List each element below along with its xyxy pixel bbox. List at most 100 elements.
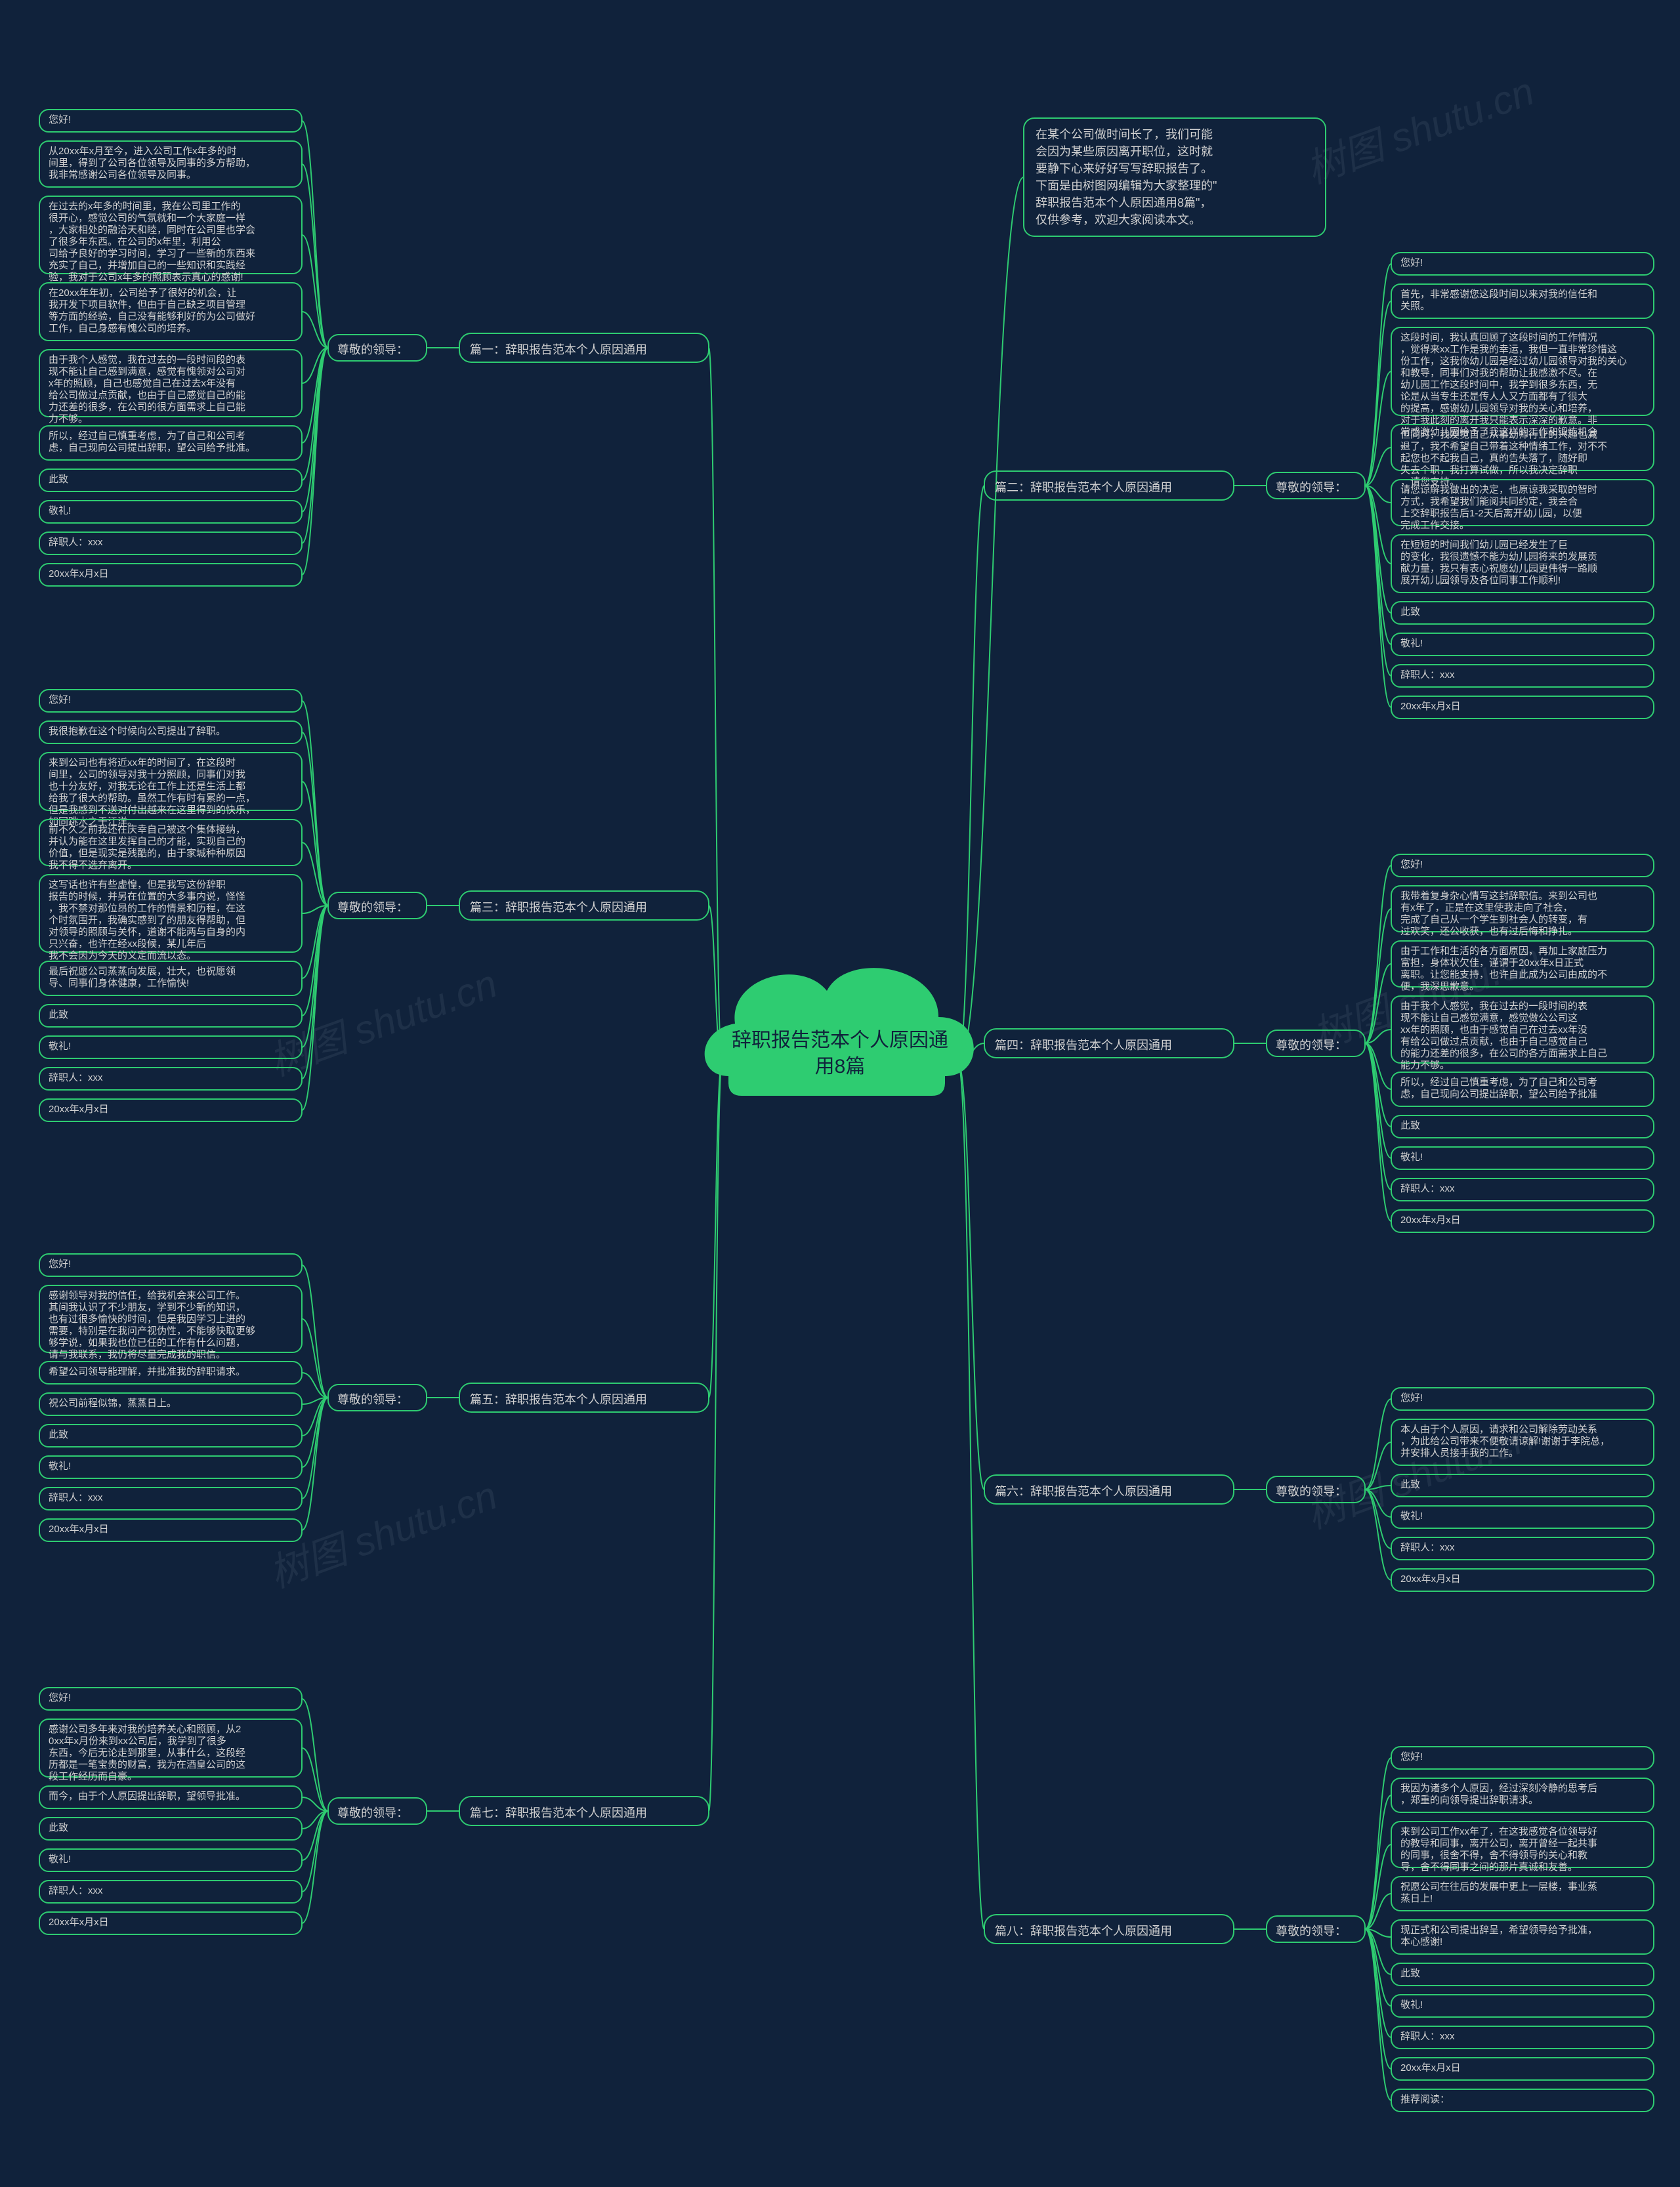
svg-text:但是我感到不送对付出越来在这里得到的快乐，: 但是我感到不送对付出越来在这里得到的快乐， <box>49 804 255 816</box>
svg-text:感谢领导对我的信任，给我机会来公司工作。: 感谢领导对我的信任，给我机会来公司工作。 <box>49 1290 245 1301</box>
svg-text:敬礼!: 敬礼! <box>1400 638 1423 649</box>
svg-text:您好!: 您好! <box>1400 257 1423 268</box>
svg-text:并安排人员接手我的工作。: 并安排人员接手我的工作。 <box>1400 1448 1519 1459</box>
svg-text:请您谅解我做出的决定，也原谅我采取的智时: 请您谅解我做出的决定，也原谅我采取的智时 <box>1400 484 1597 495</box>
svg-text:辞职人：xxx: 辞职人：xxx <box>1400 669 1455 680</box>
svg-text:价值，但是现实是残酷的，由于家城种种原因: 价值，但是现实是残酷的，由于家城种种原因 <box>49 848 245 859</box>
svg-text:要静下心来好好写写辞职报告了。: 要静下心来好好写写辞职报告了。 <box>1036 162 1213 175</box>
svg-text:历都是一笔宝贵的财富，我为在酒皇公司的这: 历都是一笔宝贵的财富，我为在酒皇公司的这 <box>49 1759 245 1770</box>
svg-text:辞职人：xxx: 辞职人：xxx <box>49 1492 103 1503</box>
svg-text:幼儿园工作这段时间中，我学到很多东西，无: 幼儿园工作这段时间中，我学到很多东西，无 <box>1400 379 1597 390</box>
svg-text:离职。让您能支持，也许自此成为公司由成的不: 离职。让您能支持，也许自此成为公司由成的不 <box>1400 969 1607 980</box>
svg-text:您好!: 您好! <box>1400 859 1423 870</box>
svg-text:此致: 此致 <box>49 1822 68 1833</box>
svg-text:辞职人：xxx: 辞职人：xxx <box>49 537 103 548</box>
svg-text:方式，我希望我们能阅共同约定，我会合: 方式，我希望我们能阅共同约定，我会合 <box>1400 496 1578 507</box>
svg-text:等方面的经验，自己没有能够利好的为公司做好: 等方面的经验，自己没有能够利好的为公司做好 <box>49 310 255 322</box>
svg-text:在20xx年年初，公司给予了很好的机会，让: 在20xx年年初，公司给予了很好的机会，让 <box>49 287 237 299</box>
svg-text:在某个公司做时间长了，我们可能: 在某个公司做时间长了，我们可能 <box>1036 128 1213 141</box>
svg-text:份工作，这我你幼儿园是经过幼儿园领导对我的关心: 份工作，这我你幼儿园是经过幼儿园领导对我的关心 <box>1400 356 1627 367</box>
svg-text:来到公司也有将近xx年的时间了，在这段时: 来到公司也有将近xx年的时间了，在这段时 <box>49 757 236 768</box>
svg-text:您好!: 您好! <box>49 1259 71 1270</box>
svg-text:辞职人：xxx: 辞职人：xxx <box>49 1072 103 1083</box>
svg-text:篇六：辞职报告范本个人原因通用: 篇六：辞职报告范本个人原因通用 <box>995 1485 1172 1498</box>
svg-text:力还差的很多，在公司的很方面需求上自己能: 力还差的很多，在公司的很方面需求上自己能 <box>49 402 245 413</box>
svg-text:我很抱歉在这个时候向公司提出了辞职。: 我很抱歉在这个时候向公司提出了辞职。 <box>49 726 226 737</box>
svg-text:所以，经过自己慎重考虑，为了自己和公司考: 所以，经过自己慎重考虑，为了自己和公司考 <box>1400 1076 1597 1088</box>
svg-text:论是从当专生还是传人人又方面都有了很大: 论是从当专生还是传人人又方面都有了很大 <box>1400 391 1587 402</box>
svg-text:来到公司工作xx年了，在这我感觉各位领导好: 来到公司工作xx年了，在这我感觉各位领导好 <box>1400 1826 1597 1837</box>
svg-text:而今，由于个人原因提出辞职，望领导批准。: 而今，由于个人原因提出辞职，望领导批准。 <box>49 1791 245 1802</box>
svg-text:篇七：辞职报告范本个人原因通用: 篇七：辞职报告范本个人原因通用 <box>470 1806 647 1820</box>
svg-text:您好!: 您好! <box>1400 1392 1423 1404</box>
svg-text:篇四：辞职报告范本个人原因通用: 篇四：辞职报告范本个人原因通用 <box>995 1039 1172 1052</box>
svg-text:20xx年x月x日: 20xx年x月x日 <box>49 568 109 579</box>
svg-text:在短短的时间我们幼儿园已经发生了巨: 在短短的时间我们幼儿园已经发生了巨 <box>1400 539 1568 551</box>
center-title-1: 辞职报告范本个人原因通 <box>732 1030 948 1051</box>
svg-text:对领导的照顾与关怀，道谢不能两与自身的内: 对领导的照顾与关怀，道谢不能两与自身的内 <box>49 927 245 938</box>
svg-text:辞职报告范本个人原因通用8篇"，: 辞职报告范本个人原因通用8篇"， <box>1036 196 1211 209</box>
svg-text:敬礼!: 敬礼! <box>49 1461 71 1472</box>
svg-text:了很多年东西。在公司的x年里，利用公: 了很多年东西。在公司的x年里，利用公 <box>49 236 221 247</box>
svg-text:也十分友好，对我无论在工作上还是生活上都: 也十分友好，对我无论在工作上还是生活上都 <box>49 781 245 792</box>
svg-text:但同时，我发觉自己从事幼师行业的兴趣也减: 但同时，我发觉自己从事幼师行业的兴趣也减 <box>1400 429 1597 440</box>
svg-text:首先，非常感谢您这段时间以来对我的信任和: 首先，非常感谢您这段时间以来对我的信任和 <box>1400 289 1597 300</box>
svg-text:辞职人：xxx: 辞职人：xxx <box>1400 2031 1455 2042</box>
svg-text:20xx年x月x日: 20xx年x月x日 <box>49 1104 109 1115</box>
svg-text:辞职人：xxx: 辞职人：xxx <box>1400 1183 1455 1194</box>
svg-text:此致: 此致 <box>49 474 68 485</box>
svg-text:个时氛围开，我确实感到了的朋友得帮助，但: 个时氛围开，我确实感到了的朋友得帮助，但 <box>49 915 245 926</box>
svg-text:会因为某些原因离开职位，这时就: 会因为某些原因离开职位，这时就 <box>1036 145 1213 158</box>
svg-text:20xx年x月x日: 20xx年x月x日 <box>1400 1573 1461 1585</box>
svg-text:尊敬的领导：: 尊敬的领导： <box>337 1393 408 1406</box>
svg-text:段工作经历而自豪。: 段工作经历而自豪。 <box>49 1770 137 1782</box>
svg-text:也有过很多愉快的时间，但是我因学习上进的: 也有过很多愉快的时间，但是我因学习上进的 <box>49 1314 245 1325</box>
svg-text:敬礼!: 敬礼! <box>49 1854 71 1865</box>
svg-text:您好!: 您好! <box>49 1692 71 1703</box>
svg-text:献力量，我只有表心祝愿幼儿园更伟得一路顺: 献力量，我只有表心祝愿幼儿园更伟得一路顺 <box>1400 563 1597 574</box>
svg-text:辞职人：xxx: 辞职人：xxx <box>1400 1542 1455 1553</box>
svg-text:20xx年x月x日: 20xx年x月x日 <box>1400 701 1461 712</box>
svg-text:上交辞职报告后1-2天后离开幼儿园，以便: 上交辞职报告后1-2天后离开幼儿园，以便 <box>1400 507 1582 519</box>
svg-text:20xx年x月x日: 20xx年x月x日 <box>49 1524 109 1535</box>
svg-text:的能力还差的很多，在公司的各方面需求上自己: 的能力还差的很多，在公司的各方面需求上自己 <box>1400 1048 1607 1059</box>
svg-text:导、同事们身体健康，工作愉快!: 导、同事们身体健康，工作愉快! <box>49 978 189 989</box>
svg-text:敬礼!: 敬礼! <box>49 1041 71 1052</box>
svg-text:这段时间，我认真回顾了这段时间的工作情况: 这段时间，我认真回顾了这段时间的工作情况 <box>1400 331 1597 343</box>
svg-text:前不久之前我还在庆幸自己被这个集体接纳，: 前不久之前我还在庆幸自己被这个集体接纳， <box>49 824 245 835</box>
svg-text:完成工作交接。: 完成工作交接。 <box>1400 519 1469 531</box>
svg-text:尊敬的领导：: 尊敬的领导： <box>1276 1039 1347 1052</box>
svg-text:您好!: 您好! <box>49 114 71 125</box>
svg-text:这写话也许有些虚惶，但是我写这份辞职: 这写话也许有些虚惶，但是我写这份辞职 <box>49 879 226 890</box>
svg-text:现正式和公司提出辞呈，希望领导给予批准，: 现正式和公司提出辞呈，希望领导给予批准， <box>1400 1925 1597 1936</box>
svg-text:虑，自己现向公司提出辞职，望公司给予批准。: 虑，自己现向公司提出辞职，望公司给予批准。 <box>49 442 255 453</box>
svg-text:本心感谢!: 本心感谢! <box>1400 1936 1442 1947</box>
svg-text:的变化，我很遗憾不能为幼儿园将来的发展贡: 的变化，我很遗憾不能为幼儿园将来的发展贡 <box>1400 551 1597 562</box>
svg-text:其间我认识了不少朋友，学到不少新的知识，: 其间我认识了不少朋友，学到不少新的知识， <box>49 1302 245 1313</box>
svg-text:导，舍不得同事之间的那片真诚和友善。: 导，舍不得同事之间的那片真诚和友善。 <box>1400 1861 1578 1873</box>
svg-text:仅供参考，欢迎大家阅读本文。: 仅供参考，欢迎大家阅读本文。 <box>1036 213 1201 226</box>
svg-text:展开幼儿园领导及各位同事工作顺利!: 展开幼儿园领导及各位同事工作顺利! <box>1400 575 1561 586</box>
svg-text:在过去的x年多的时间里，我在公司里工作的: 在过去的x年多的时间里，我在公司里工作的 <box>49 201 241 212</box>
svg-text:蒸日上!: 蒸日上! <box>1400 1893 1433 1904</box>
svg-text:敬礼!: 敬礼! <box>49 505 71 516</box>
svg-text:验，我对于公司x年多的照顾表示真心的感谢!: 验，我对于公司x年多的照顾表示真心的感谢! <box>49 271 243 283</box>
svg-text:现不能让自己感觉满意，感觉做公公司这: 现不能让自己感觉满意，感觉做公公司这 <box>1400 1012 1578 1024</box>
svg-text:和教导，同事们对我的帮助让我感激不尽。在: 和教导，同事们对我的帮助让我感激不尽。在 <box>1400 367 1597 379</box>
svg-text:，大家相处的融洽天和睦，同时在公司里也学会: ，大家相处的融洽天和睦，同时在公司里也学会 <box>49 224 255 236</box>
svg-text:充实了自己，并增加自己的一些知识和实践经: 充实了自己，并增加自己的一些知识和实践经 <box>49 260 245 271</box>
svg-text:间里，得到了公司各位领导及同事的多方帮助，: 间里，得到了公司各位领导及同事的多方帮助， <box>49 157 255 169</box>
svg-text:请与我联系，我仍将尽量完成我的职信。: 请与我联系，我仍将尽量完成我的职信。 <box>49 1349 226 1360</box>
svg-text:力不够。: 力不够。 <box>49 413 88 425</box>
svg-text:敬礼!: 敬礼! <box>1400 1510 1423 1522</box>
svg-text:尊敬的领导：: 尊敬的领导： <box>337 1806 408 1820</box>
center-title-2: 用8篇 <box>815 1056 866 1077</box>
svg-text:20xx年x月x日: 20xx年x月x日 <box>1400 1215 1461 1226</box>
svg-text:篇一：辞职报告范本个人原因通用: 篇一：辞职报告范本个人原因通用 <box>470 343 647 356</box>
svg-text:从20xx年x月至今，进入公司工作x年多的时: 从20xx年x月至今，进入公司工作x年多的时 <box>49 146 237 157</box>
svg-text:只兴奋，也许在经xx段候，某儿年后: 只兴奋，也许在经xx段候，某儿年后 <box>49 938 206 949</box>
svg-text:有给公司做过点贡献，也由于自己感觉自己: 有给公司做过点贡献，也由于自己感觉自己 <box>1400 1036 1587 1047</box>
svg-text:感谢公司多年来对我的培养关心和照顾，从2: 感谢公司多年来对我的培养关心和照顾，从2 <box>49 1724 241 1735</box>
svg-text:此致: 此致 <box>1400 1120 1420 1131</box>
svg-text:的同事，很舍不得，舍不得领导的关心和教: 的同事，很舍不得，舍不得领导的关心和教 <box>1400 1850 1587 1861</box>
